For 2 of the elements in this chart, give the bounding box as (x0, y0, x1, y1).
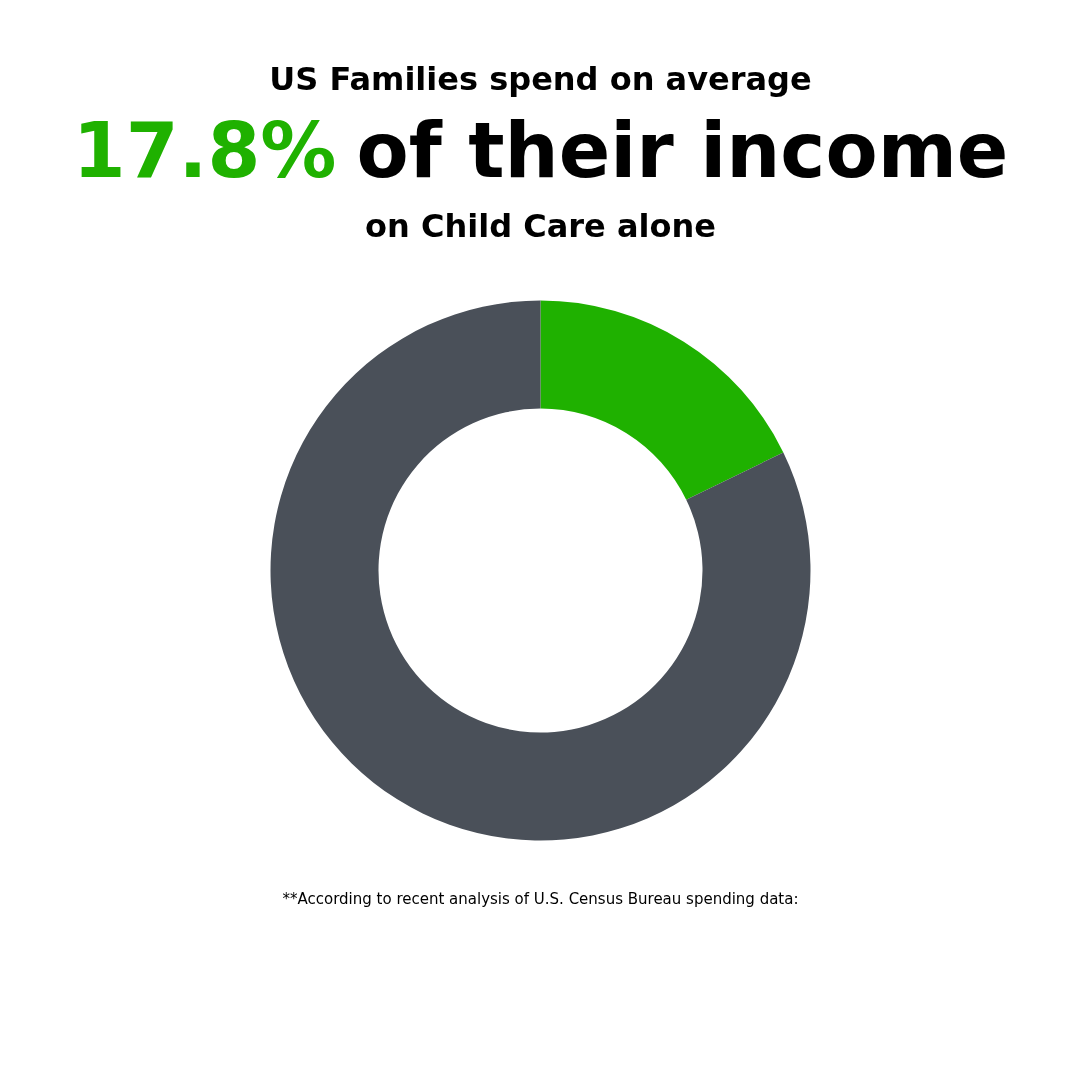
chart-title: US Families spend on average 17.8% of their income on Child Care alone (72, 59, 1009, 245)
text: **According to recent analysis of U.S. Census Bureau spending data: (282, 889, 799, 908)
